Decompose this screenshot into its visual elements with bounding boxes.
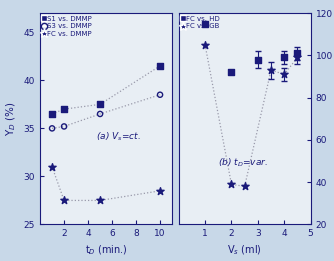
Point xyxy=(98,102,103,106)
Point xyxy=(61,124,67,128)
Point xyxy=(98,112,103,116)
Point xyxy=(295,51,300,55)
Point xyxy=(49,126,55,130)
Legend: FC vs. HD, FC vs. GB: FC vs. HD, FC vs. GB xyxy=(181,15,220,30)
Point xyxy=(61,107,67,111)
X-axis label: V$_s$ (ml): V$_s$ (ml) xyxy=(227,244,262,258)
Text: (b) t$_D$=var.: (b) t$_D$=var. xyxy=(218,156,268,169)
Point xyxy=(282,55,287,60)
Point xyxy=(157,64,163,68)
Text: (a) V$_s$=ct.: (a) V$_s$=ct. xyxy=(96,131,140,143)
Point xyxy=(268,68,274,72)
Point xyxy=(229,70,234,74)
X-axis label: t$_D$ (min.): t$_D$ (min.) xyxy=(85,244,128,258)
Point xyxy=(295,55,300,60)
Point xyxy=(202,22,208,26)
Point xyxy=(242,184,247,188)
Point xyxy=(98,198,103,203)
Point xyxy=(282,72,287,76)
Point xyxy=(255,57,261,62)
Y-axis label: Y$_{D}$ (%): Y$_{D}$ (%) xyxy=(5,102,18,136)
Point xyxy=(61,198,67,203)
Legend: S1 vs. DMMP, S3 vs. DMMP, FC vs. DMMP: S1 vs. DMMP, S3 vs. DMMP, FC vs. DMMP xyxy=(42,15,93,37)
Point xyxy=(157,93,163,97)
Point xyxy=(202,43,208,47)
Point xyxy=(229,182,234,186)
Point xyxy=(49,112,55,116)
Point xyxy=(49,165,55,169)
Point xyxy=(157,189,163,193)
